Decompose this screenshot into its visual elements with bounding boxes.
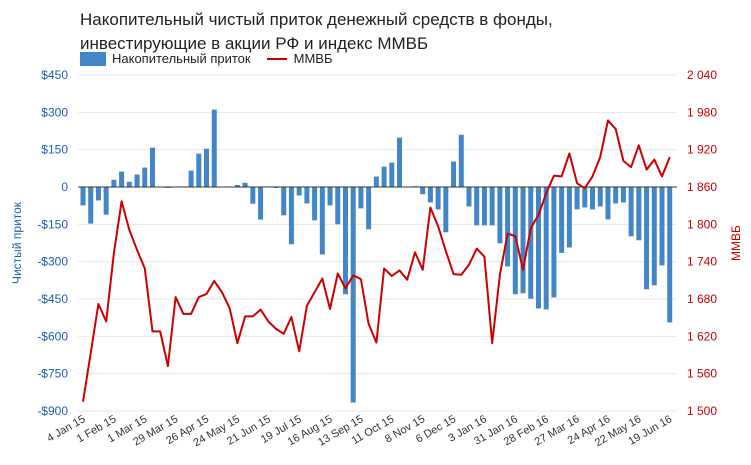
y-tick-left: -$900 bbox=[37, 404, 68, 418]
bar bbox=[605, 187, 611, 220]
y-tick-right: 1 860 bbox=[687, 180, 717, 194]
y-tick-right: 1 680 bbox=[687, 292, 717, 306]
bar bbox=[644, 187, 650, 290]
bar bbox=[111, 179, 117, 187]
bar bbox=[427, 187, 433, 203]
bar bbox=[296, 187, 302, 196]
y-tick-right: 1 980 bbox=[687, 105, 717, 119]
y-tick-left: $150 bbox=[41, 143, 68, 157]
legend-swatch-line bbox=[266, 57, 287, 60]
bar bbox=[451, 161, 457, 187]
bar bbox=[312, 187, 318, 221]
bar bbox=[327, 187, 333, 206]
chart-title: Накопительный чистый приток денежный сре… bbox=[80, 10, 553, 53]
bar bbox=[366, 187, 372, 230]
legend-label-inflow: Накопительный приток bbox=[112, 51, 251, 66]
bar bbox=[234, 185, 240, 187]
y-tick-right: 2 040 bbox=[687, 68, 717, 82]
bar bbox=[88, 187, 94, 224]
y-tick-right: 1 620 bbox=[687, 329, 717, 343]
bar bbox=[628, 187, 634, 237]
bar bbox=[559, 187, 565, 253]
y-tick-left: -$150 bbox=[37, 217, 68, 231]
y-tick-left: -$600 bbox=[37, 329, 68, 343]
bar bbox=[196, 153, 202, 187]
bar bbox=[582, 187, 588, 208]
micex-line bbox=[82, 119, 671, 402]
bar bbox=[103, 187, 109, 215]
y-tick-right: 1 800 bbox=[687, 217, 717, 231]
bar bbox=[466, 187, 472, 207]
legend-swatch-bar bbox=[80, 51, 106, 66]
bar bbox=[335, 187, 341, 225]
bar bbox=[188, 170, 194, 187]
bar bbox=[497, 187, 503, 244]
bar bbox=[381, 166, 387, 187]
bar bbox=[458, 134, 464, 187]
bar bbox=[242, 182, 248, 187]
bar bbox=[481, 187, 487, 226]
y-tick-right: 1 500 bbox=[687, 404, 717, 418]
bar bbox=[95, 187, 101, 201]
bar bbox=[134, 174, 140, 187]
bar bbox=[474, 187, 480, 226]
bar bbox=[250, 187, 256, 204]
bar bbox=[597, 187, 603, 207]
bar bbox=[590, 187, 596, 210]
bar bbox=[520, 187, 526, 294]
bar bbox=[126, 181, 132, 187]
bar bbox=[373, 176, 379, 187]
y-tick-left: -$450 bbox=[37, 292, 68, 306]
bar bbox=[211, 109, 217, 187]
y-axis-title-left: Чистый приток bbox=[10, 201, 24, 284]
y-axis-title-right: ММВБ bbox=[729, 225, 743, 261]
bar bbox=[489, 187, 495, 226]
bar bbox=[505, 187, 511, 267]
bar bbox=[350, 187, 356, 403]
y-tick-right: 1 560 bbox=[687, 367, 717, 381]
bar bbox=[319, 187, 325, 255]
bar bbox=[551, 187, 557, 298]
bar bbox=[420, 187, 426, 195]
y-tick-left: $300 bbox=[41, 105, 68, 119]
y-tick-right: 1 920 bbox=[687, 143, 717, 157]
bar bbox=[119, 171, 125, 187]
bar bbox=[80, 187, 86, 206]
bar bbox=[149, 147, 155, 187]
bar bbox=[443, 187, 449, 233]
bar bbox=[651, 187, 657, 286]
y-tick-left: -$300 bbox=[37, 255, 68, 269]
bar bbox=[659, 187, 665, 266]
y-tick-left: -$750 bbox=[37, 367, 68, 381]
y-tick-left: $450 bbox=[41, 68, 68, 82]
bar bbox=[636, 187, 642, 241]
bar bbox=[342, 187, 348, 295]
bar bbox=[535, 187, 541, 309]
bar bbox=[574, 187, 580, 210]
bar bbox=[288, 187, 294, 245]
bar bbox=[389, 162, 395, 187]
bar bbox=[258, 187, 264, 220]
legend-label-micex: ММВБ bbox=[293, 51, 333, 66]
y-tick-left: 0 bbox=[61, 180, 68, 194]
y-tick-right: 1 740 bbox=[687, 255, 717, 269]
bar bbox=[358, 187, 364, 209]
legend: Накопительный приток ММВБ bbox=[80, 51, 332, 66]
bar bbox=[543, 187, 549, 310]
bar bbox=[566, 187, 572, 248]
bar bbox=[304, 187, 310, 204]
bar bbox=[397, 137, 403, 187]
bar bbox=[620, 187, 626, 203]
bar bbox=[613, 187, 619, 204]
bar bbox=[204, 148, 210, 187]
bar bbox=[667, 187, 673, 323]
bar bbox=[528, 187, 534, 299]
bar bbox=[281, 187, 287, 216]
bar bbox=[435, 187, 441, 210]
bar bbox=[142, 167, 148, 187]
